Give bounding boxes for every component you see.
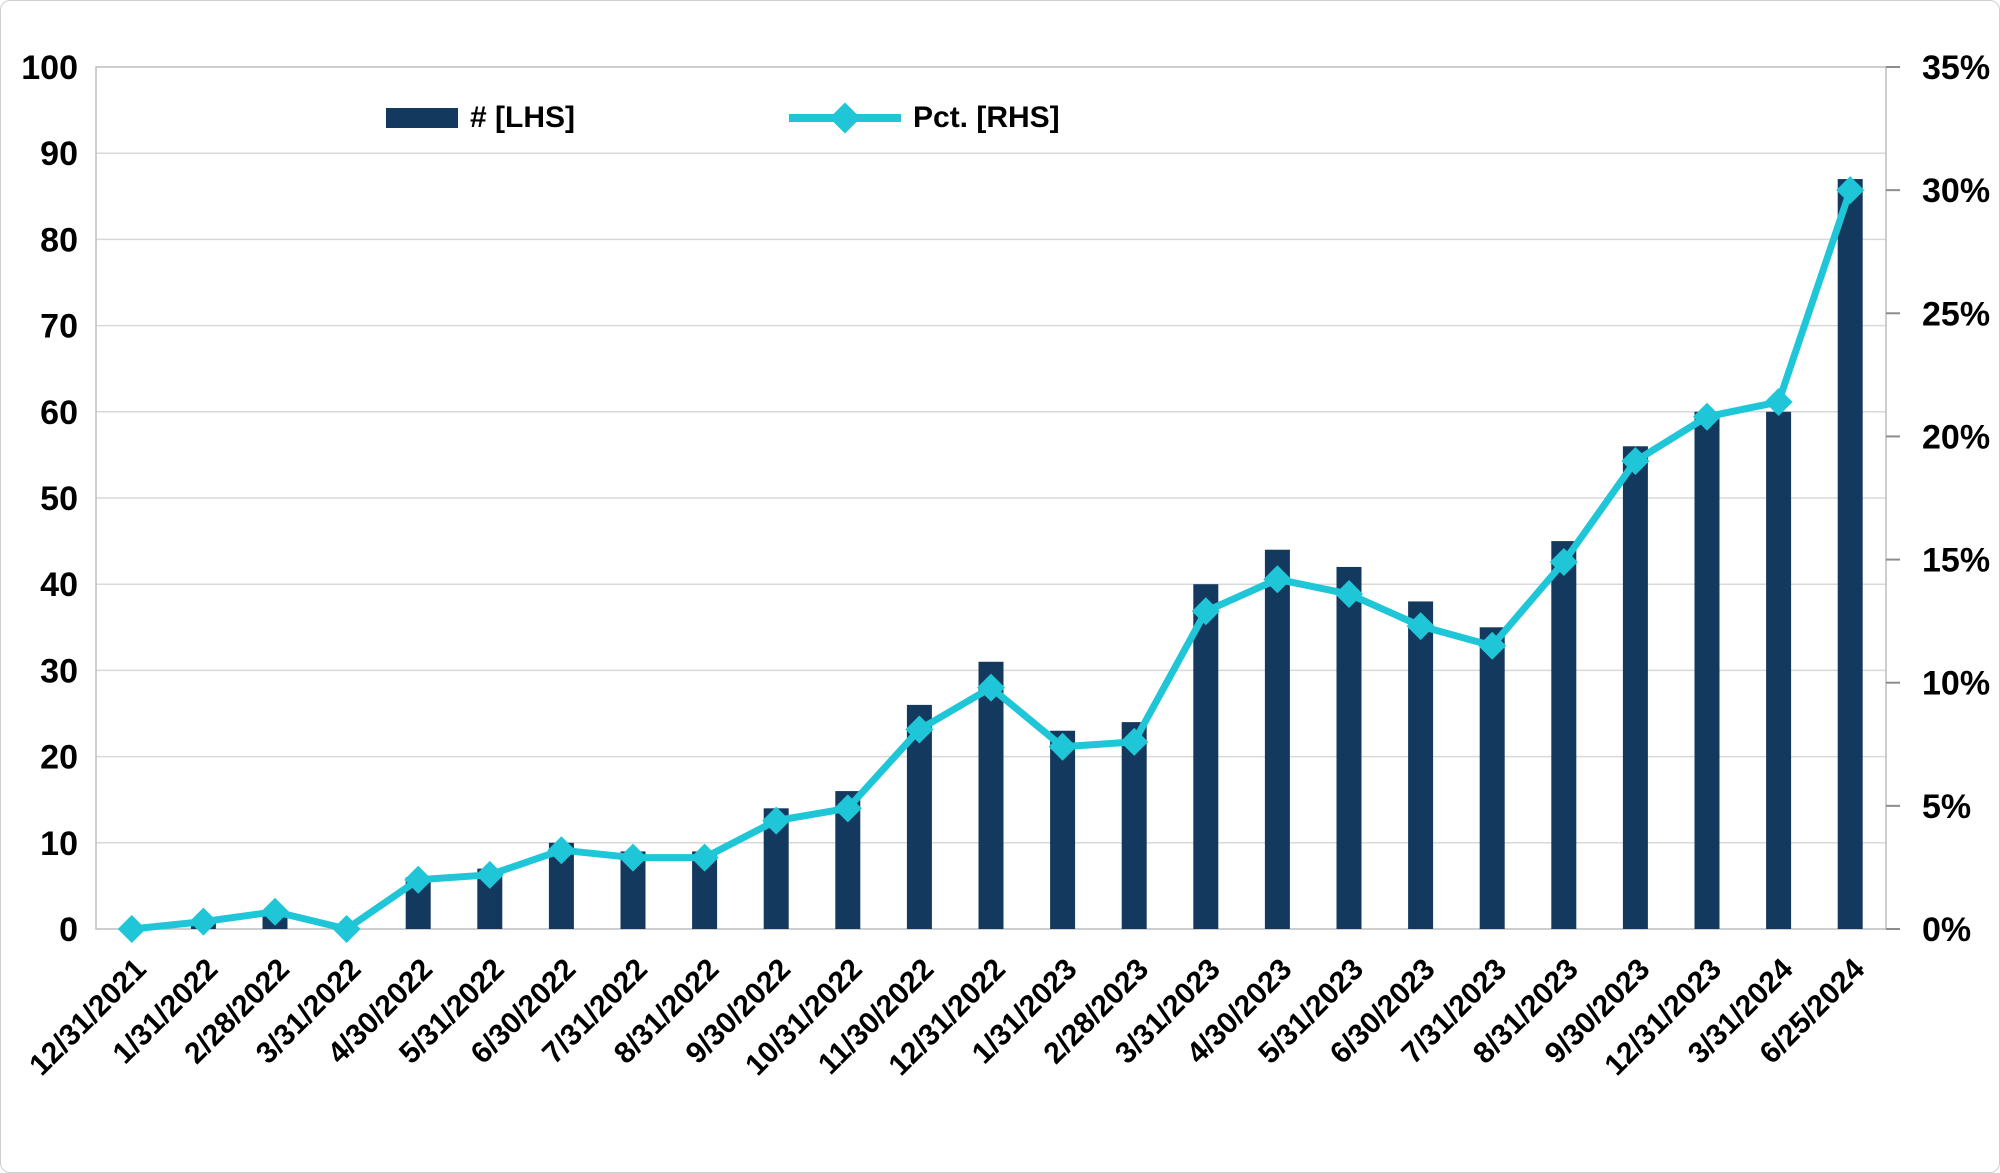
line-marker — [1335, 580, 1363, 609]
legend-item-bars: # [LHS] — [386, 101, 575, 135]
line-marker — [1621, 447, 1650, 476]
line-marker — [833, 794, 862, 823]
line-marker — [1263, 565, 1292, 594]
right-axis-tick-label: 5% — [1922, 788, 1971, 826]
right-axis-tick-label: 30% — [1922, 172, 1990, 210]
bar — [1264, 549, 1290, 929]
bar-series-swatch — [386, 108, 458, 128]
left-axis-tick-label: 0 — [59, 911, 78, 949]
left-axis-tick-label: 100 — [21, 49, 78, 87]
right-axis-tick-label: 35% — [1922, 49, 1990, 87]
line-marker — [619, 843, 647, 872]
line-marker — [547, 836, 576, 865]
line-marker — [1191, 597, 1220, 626]
line-marker — [1693, 402, 1721, 431]
right-axis-tick-label: 25% — [1922, 295, 1990, 333]
left-axis-tick-label: 90 — [40, 135, 78, 173]
line-marker — [404, 865, 433, 894]
line-marker — [1836, 176, 1865, 205]
bar — [1622, 446, 1648, 929]
line-marker — [1120, 727, 1149, 756]
line-marker — [977, 673, 1005, 702]
bar — [1479, 627, 1505, 929]
bar — [1694, 411, 1720, 929]
bar — [1766, 411, 1792, 929]
left-axis-tick-label: 80 — [40, 221, 78, 259]
line-marker — [1048, 732, 1077, 761]
right-axis-tick-label: 10% — [1922, 665, 1990, 703]
line-series-swatch — [789, 102, 901, 134]
legend-item-line: Pct. [RHS] — [789, 101, 1060, 135]
bar-series-label: # [LHS] — [470, 101, 575, 134]
diamond-marker-icon — [829, 102, 861, 134]
bar — [1050, 730, 1076, 929]
left-axis-tick-label: 20 — [40, 739, 78, 777]
line-marker — [117, 915, 146, 943]
bar — [1837, 179, 1863, 929]
left-axis-tick-label: 10 — [40, 825, 78, 863]
right-axis-tick-label: 0% — [1922, 911, 1971, 949]
line-marker — [690, 843, 719, 872]
line-marker — [332, 915, 361, 943]
line-marker — [1406, 612, 1435, 641]
line-marker — [475, 860, 504, 889]
bar — [978, 661, 1004, 929]
bar — [1408, 601, 1434, 929]
line-marker — [762, 806, 791, 835]
bar — [1121, 722, 1147, 929]
bar — [1193, 584, 1219, 929]
left-axis-tick-label: 40 — [40, 566, 78, 604]
line-marker — [1549, 548, 1578, 577]
line-marker — [261, 897, 289, 926]
left-axis-tick-label: 30 — [40, 652, 78, 690]
left-axis-tick-label: 60 — [40, 394, 78, 432]
bar — [1336, 566, 1362, 929]
line-marker — [1478, 631, 1507, 660]
line-marker — [905, 715, 934, 744]
left-axis-tick-label: 50 — [40, 480, 78, 518]
bar — [1551, 541, 1577, 929]
line-marker — [1764, 387, 1793, 416]
left-axis-tick-label: 70 — [40, 308, 78, 346]
right-axis-tick-label: 20% — [1922, 418, 1990, 456]
line-marker — [189, 907, 218, 936]
line-series-label: Pct. [RHS] — [913, 101, 1060, 134]
right-axis-tick-label: 15% — [1922, 542, 1990, 580]
